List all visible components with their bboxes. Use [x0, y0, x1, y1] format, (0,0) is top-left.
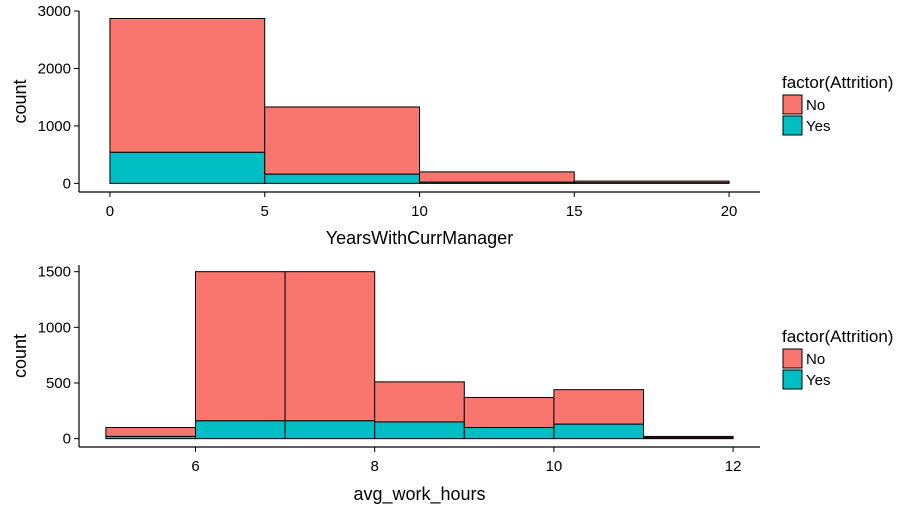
- x-tick-label: 10: [411, 203, 428, 220]
- bar-no: [284, 271, 376, 422]
- bar-no: [109, 17, 266, 153]
- chart-panel-1: [74, 10, 803, 197]
- y-axis-title: count: [10, 79, 30, 123]
- bar-no: [194, 271, 286, 422]
- bar-no: [374, 381, 465, 423]
- chart-panel-2: [74, 265, 803, 452]
- bar-yes: [264, 173, 420, 184]
- x-tick-label: 15: [566, 203, 583, 220]
- x-tick-label: 10: [546, 458, 563, 475]
- y-axis-title: count: [10, 334, 30, 378]
- bar-yes: [374, 421, 465, 440]
- y-tick-label: 1000: [38, 118, 71, 135]
- legend-label-no: No: [806, 351, 825, 368]
- legend-swatch-no: [782, 94, 803, 115]
- x-tick-label: 0: [106, 203, 114, 220]
- y-tick-label: 1500: [38, 264, 71, 281]
- bar-yes: [284, 420, 376, 440]
- x-axis-title: YearsWithCurrManager: [326, 228, 513, 248]
- bar-no: [264, 106, 420, 175]
- x-tick-label: 8: [371, 458, 379, 475]
- legend-swatch-yes: [782, 115, 803, 136]
- bar-no: [463, 396, 555, 429]
- y-tick-label: 3000: [38, 3, 71, 20]
- x-tick-label: 5: [261, 203, 269, 220]
- bar-yes: [109, 151, 266, 184]
- bar-yes: [194, 420, 286, 440]
- legend-label-yes: Yes: [806, 118, 830, 135]
- x-tick-label: 12: [725, 458, 742, 475]
- bar-yes: [573, 182, 730, 184]
- x-tick-label: 20: [721, 203, 738, 220]
- bar-yes: [643, 437, 734, 440]
- legend-label-no: No: [806, 97, 825, 114]
- bar-yes: [105, 435, 196, 440]
- y-tick-label: 500: [46, 375, 71, 392]
- bar-yes: [553, 423, 645, 440]
- y-tick-label: 0: [63, 175, 71, 192]
- legend-title: factor(Attrition): [782, 327, 893, 346]
- legend-swatch-yes: [782, 369, 803, 390]
- y-tick-label: 2000: [38, 60, 71, 77]
- y-tick-label: 0: [63, 431, 71, 448]
- bar-no: [419, 171, 575, 183]
- legend-label-yes: Yes: [806, 372, 830, 389]
- x-axis-title: avg_work_hours: [353, 484, 485, 505]
- bar-yes: [463, 427, 555, 440]
- bar-no: [553, 389, 645, 425]
- y-tick-label: 1000: [38, 319, 71, 336]
- bar-no: [105, 427, 196, 437]
- legend-title: factor(Attrition): [782, 73, 893, 92]
- bar-yes: [419, 181, 575, 184]
- x-tick-label: 6: [191, 458, 199, 475]
- legend-swatch-no: [782, 348, 803, 369]
